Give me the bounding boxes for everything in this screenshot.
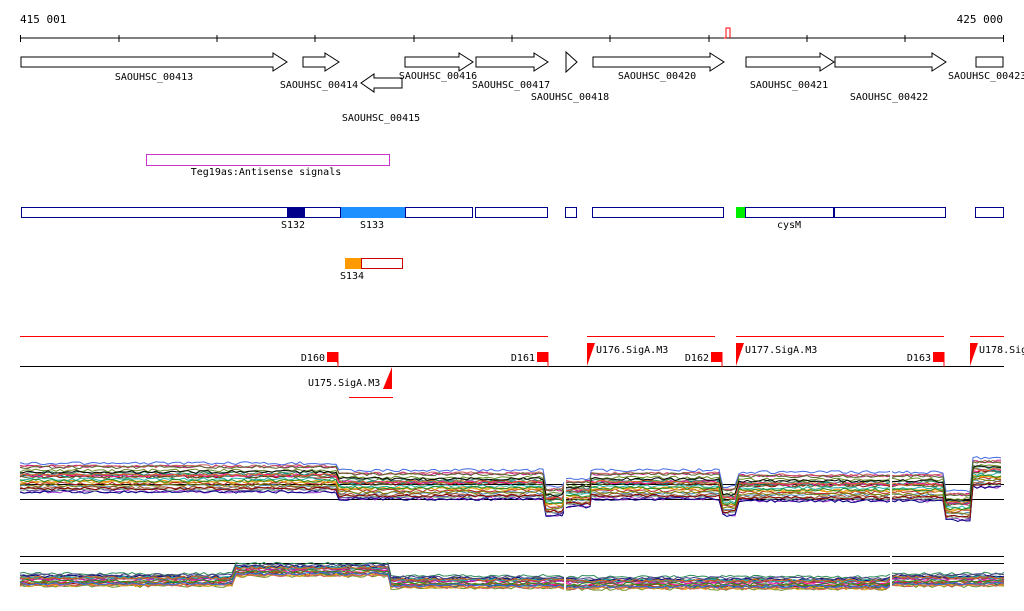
gene-track: SAOUHSC_00413 SAOUHSC_00414 SAOUHSC_0041… [20, 50, 1024, 124]
expression-trace [19, 571, 1005, 589]
expression-trace [19, 564, 1004, 582]
mark-label: U178.SigA.M3 [979, 345, 1024, 356]
mark-label: D160 [301, 353, 325, 364]
coordinate-ruler: 415 001 425 000 [20, 13, 1004, 42]
gene-SAOUHSC_00418[interactable] [565, 50, 578, 74]
segment-label: S133 [360, 220, 384, 231]
expression-traces [19, 561, 1005, 591]
gene-SAOUHSC_00413[interactable] [20, 52, 288, 72]
gene-SAOUHSC_00417[interactable] [475, 52, 549, 72]
segment-box[interactable] [834, 207, 946, 218]
gene-label: SAOUHSC_00421 [750, 80, 828, 91]
gene-label: SAOUHSC_00422 [850, 92, 928, 103]
mark-label: U176.SigA.M3 [596, 345, 668, 356]
mark-label: U177.SigA.M3 [745, 345, 817, 356]
segment-label: S132 [281, 220, 305, 231]
mark-D163[interactable] [933, 352, 944, 362]
mark-label: U175.SigA.M3 [308, 378, 380, 389]
segment-box[interactable] [745, 207, 834, 218]
expression-trace [19, 474, 1002, 511]
gene-SAOUHSC_00416[interactable] [404, 52, 474, 72]
position-marker[interactable] [724, 27, 731, 39]
gene-SAOUHSC_00421[interactable] [745, 52, 835, 72]
mark-U177[interactable] [736, 343, 744, 366]
expression-panel-top [19, 450, 1004, 522]
gene-label: SAOUHSC_00414 [280, 80, 358, 91]
expression-trace [19, 467, 1002, 505]
segment-track-2: S134 [340, 258, 403, 282]
segment-label: cysM [777, 220, 801, 231]
expression-panel-bottom [19, 545, 1005, 600]
mark-label: D163 [907, 353, 931, 364]
segment-S132[interactable] [287, 207, 304, 218]
mark-label: D161 [511, 353, 535, 364]
antisense-track: Teg19as:Antisense signals [146, 154, 390, 178]
expression-trace [20, 482, 1002, 520]
gene-label: SAOUHSC_00415 [342, 113, 420, 124]
mark-U178[interactable] [970, 343, 978, 366]
expression-trace [19, 563, 1005, 581]
segment-box[interactable] [565, 207, 577, 218]
expression-trace [19, 460, 1002, 497]
gene-SAOUHSC_00420[interactable] [592, 52, 725, 72]
segment-box[interactable] [21, 207, 288, 218]
segment-box[interactable] [475, 207, 548, 218]
ruler-end-label: 425 000 [957, 13, 1003, 26]
gene-label: SAOUHSC_00413 [115, 72, 193, 83]
ruler-start-label: 415 001 [20, 13, 66, 26]
expression-trace [19, 568, 1005, 586]
segment-box[interactable] [361, 258, 403, 269]
segment-track: S132 S133 cysM [21, 207, 1004, 231]
mark-label: D162 [685, 353, 709, 364]
expression-trace [19, 565, 1005, 583]
expression-trace [19, 472, 1002, 510]
segment-box[interactable] [592, 207, 724, 218]
expression-trace [19, 561, 1005, 579]
gene-label: SAOUHSC_00420 [618, 71, 696, 82]
expression-trace [19, 465, 1002, 502]
segment-S134[interactable] [345, 258, 361, 269]
mark-U176[interactable] [587, 343, 595, 366]
ruler-ticks [20, 35, 1004, 42]
antisense-label: Teg19as:Antisense signals [191, 167, 342, 178]
expression-trace [19, 456, 1002, 494]
mark-D160[interactable] [327, 352, 338, 366]
segment-box[interactable] [405, 207, 473, 218]
gene-SAOUHSC_00414[interactable] [302, 52, 340, 72]
expression-trace [19, 459, 1001, 496]
gene-label: SAOUHSC_00417 [472, 80, 550, 91]
segment-box[interactable] [975, 207, 1004, 218]
gene-label: SAOUHSC_00423 [948, 71, 1024, 82]
expression-trace [19, 573, 1005, 591]
gene-label: SAOUHSC_00416 [399, 71, 477, 82]
mark-D161[interactable] [537, 352, 548, 362]
antisense-feature[interactable] [146, 154, 390, 166]
mark-D162[interactable] [711, 352, 722, 362]
segment-S133[interactable] [341, 207, 405, 218]
gene-SAOUHSC_00423[interactable] [975, 56, 1004, 68]
mark-U175[interactable] [383, 367, 392, 389]
expression-traces [19, 456, 1002, 522]
expression-trace [19, 476, 1002, 514]
gene-label: SAOUHSC_00418 [531, 92, 609, 103]
expression-trace [19, 482, 1002, 518]
gene-SAOUHSC_00415[interactable] [360, 73, 403, 93]
segment-box[interactable] [304, 207, 341, 218]
segment-label: S134 [340, 271, 364, 282]
gene-SAOUHSC_00422[interactable] [834, 52, 947, 72]
segment-cysM[interactable] [736, 207, 745, 218]
expression-trace [19, 478, 1002, 515]
transcription-track: D160 D161 D162 D163 U176.SigA.M3 U177.Si… [20, 336, 1024, 398]
